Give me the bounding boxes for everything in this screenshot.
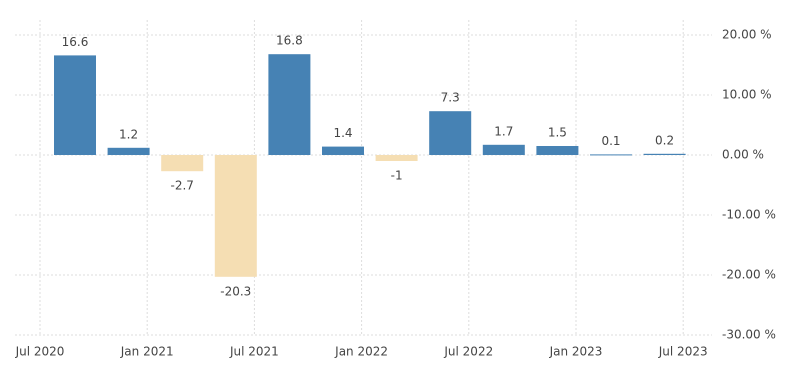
y-tick-label: 10.00 % <box>722 88 772 102</box>
value-label: 7.3 <box>441 91 460 105</box>
y-tick-label: -30.00 % <box>722 328 776 342</box>
y-tick-label: -20.00 % <box>722 268 776 282</box>
value-label: -20.3 <box>220 284 251 298</box>
bar <box>161 155 204 172</box>
x-tick-label: Jul 2022 <box>443 345 493 359</box>
bar <box>54 55 96 155</box>
y-tick-label: 20.00 % <box>722 28 772 42</box>
x-tick-label: Jul 2023 <box>658 345 708 359</box>
y-tick-label: -10.00 % <box>722 208 776 222</box>
bar <box>536 146 579 155</box>
value-label: 1.2 <box>119 127 138 141</box>
bar <box>268 54 311 156</box>
bar <box>590 154 632 156</box>
bar <box>322 146 364 155</box>
value-label: 1.7 <box>494 124 513 138</box>
value-label: 1.5 <box>548 126 567 140</box>
x-tick-label: Jan 2022 <box>334 345 388 359</box>
value-label: -1 <box>391 169 403 183</box>
bar <box>375 155 418 161</box>
x-tick-label: Jan 2021 <box>120 345 174 359</box>
x-tick-label: Jan 2023 <box>549 345 603 359</box>
y-tick-label: 0.00 % <box>722 148 764 162</box>
value-label: 16.8 <box>276 34 303 48</box>
x-tick-label: Jul 2021 <box>229 345 279 359</box>
bar <box>429 111 472 155</box>
value-label: -2.7 <box>170 179 193 193</box>
bar <box>643 153 686 155</box>
bar <box>482 144 525 155</box>
value-label: 0.1 <box>601 134 620 148</box>
value-label: 0.2 <box>655 133 674 147</box>
value-label: 16.6 <box>62 35 89 49</box>
x-tick-label: Jul 2020 <box>15 345 65 359</box>
bar <box>214 155 257 277</box>
bar <box>107 147 150 155</box>
value-label: 1.4 <box>333 126 352 140</box>
